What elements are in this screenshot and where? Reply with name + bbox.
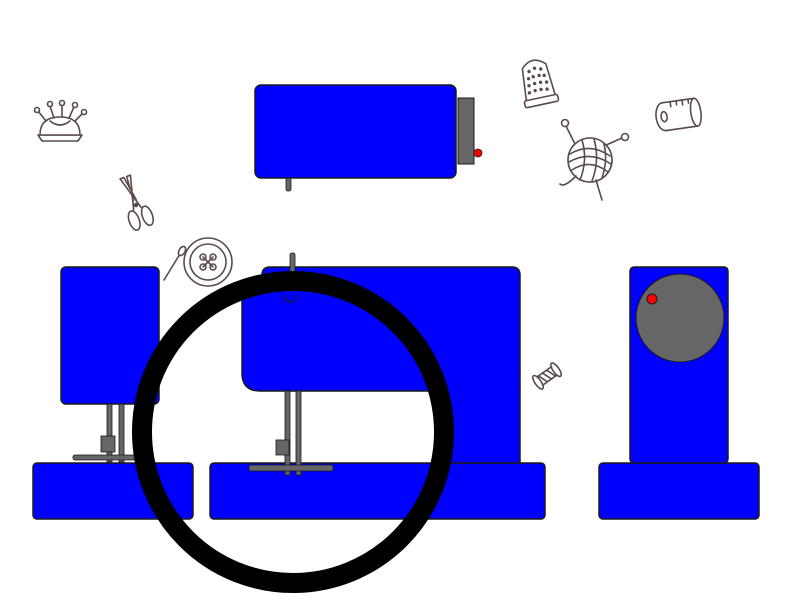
top-view-machine[interactable] bbox=[254, 84, 483, 192]
right-view-handwheel bbox=[635, 273, 725, 363]
pincushion-icon bbox=[33, 99, 88, 142]
left-view-pillar-b bbox=[118, 403, 125, 463]
right-view-machine[interactable] bbox=[598, 266, 760, 520]
front-view-base bbox=[209, 462, 546, 520]
left-view-presser-block bbox=[100, 435, 116, 453]
top-view-needle bbox=[285, 177, 292, 192]
front-view-presser-foot bbox=[248, 464, 334, 472]
magnifier-hoop[interactable] bbox=[132, 271, 454, 593]
scissors-icon bbox=[119, 174, 154, 231]
front-view-needle-bar-b bbox=[295, 390, 302, 476]
top-view-handwheel bbox=[457, 97, 475, 165]
front-view-thread-guide bbox=[282, 294, 299, 304]
right-view-indicator-light bbox=[646, 293, 658, 305]
top-view-indicator-light bbox=[473, 148, 483, 158]
left-view-pillar bbox=[106, 403, 113, 463]
tape-measure-icon bbox=[655, 97, 702, 132]
hoop-ring bbox=[132, 271, 454, 593]
bobbin-icon bbox=[531, 362, 563, 390]
left-view-machine[interactable] bbox=[32, 266, 194, 520]
front-view-presser-block bbox=[275, 439, 290, 456]
thimble-icon bbox=[521, 59, 560, 109]
right-view-base bbox=[598, 462, 760, 520]
front-view-needle-bar bbox=[284, 390, 291, 476]
front-view-spool-pin bbox=[289, 252, 296, 274]
button-icon bbox=[163, 237, 233, 287]
yarn-ball-icon bbox=[559, 118, 630, 201]
top-view-body bbox=[254, 84, 457, 179]
